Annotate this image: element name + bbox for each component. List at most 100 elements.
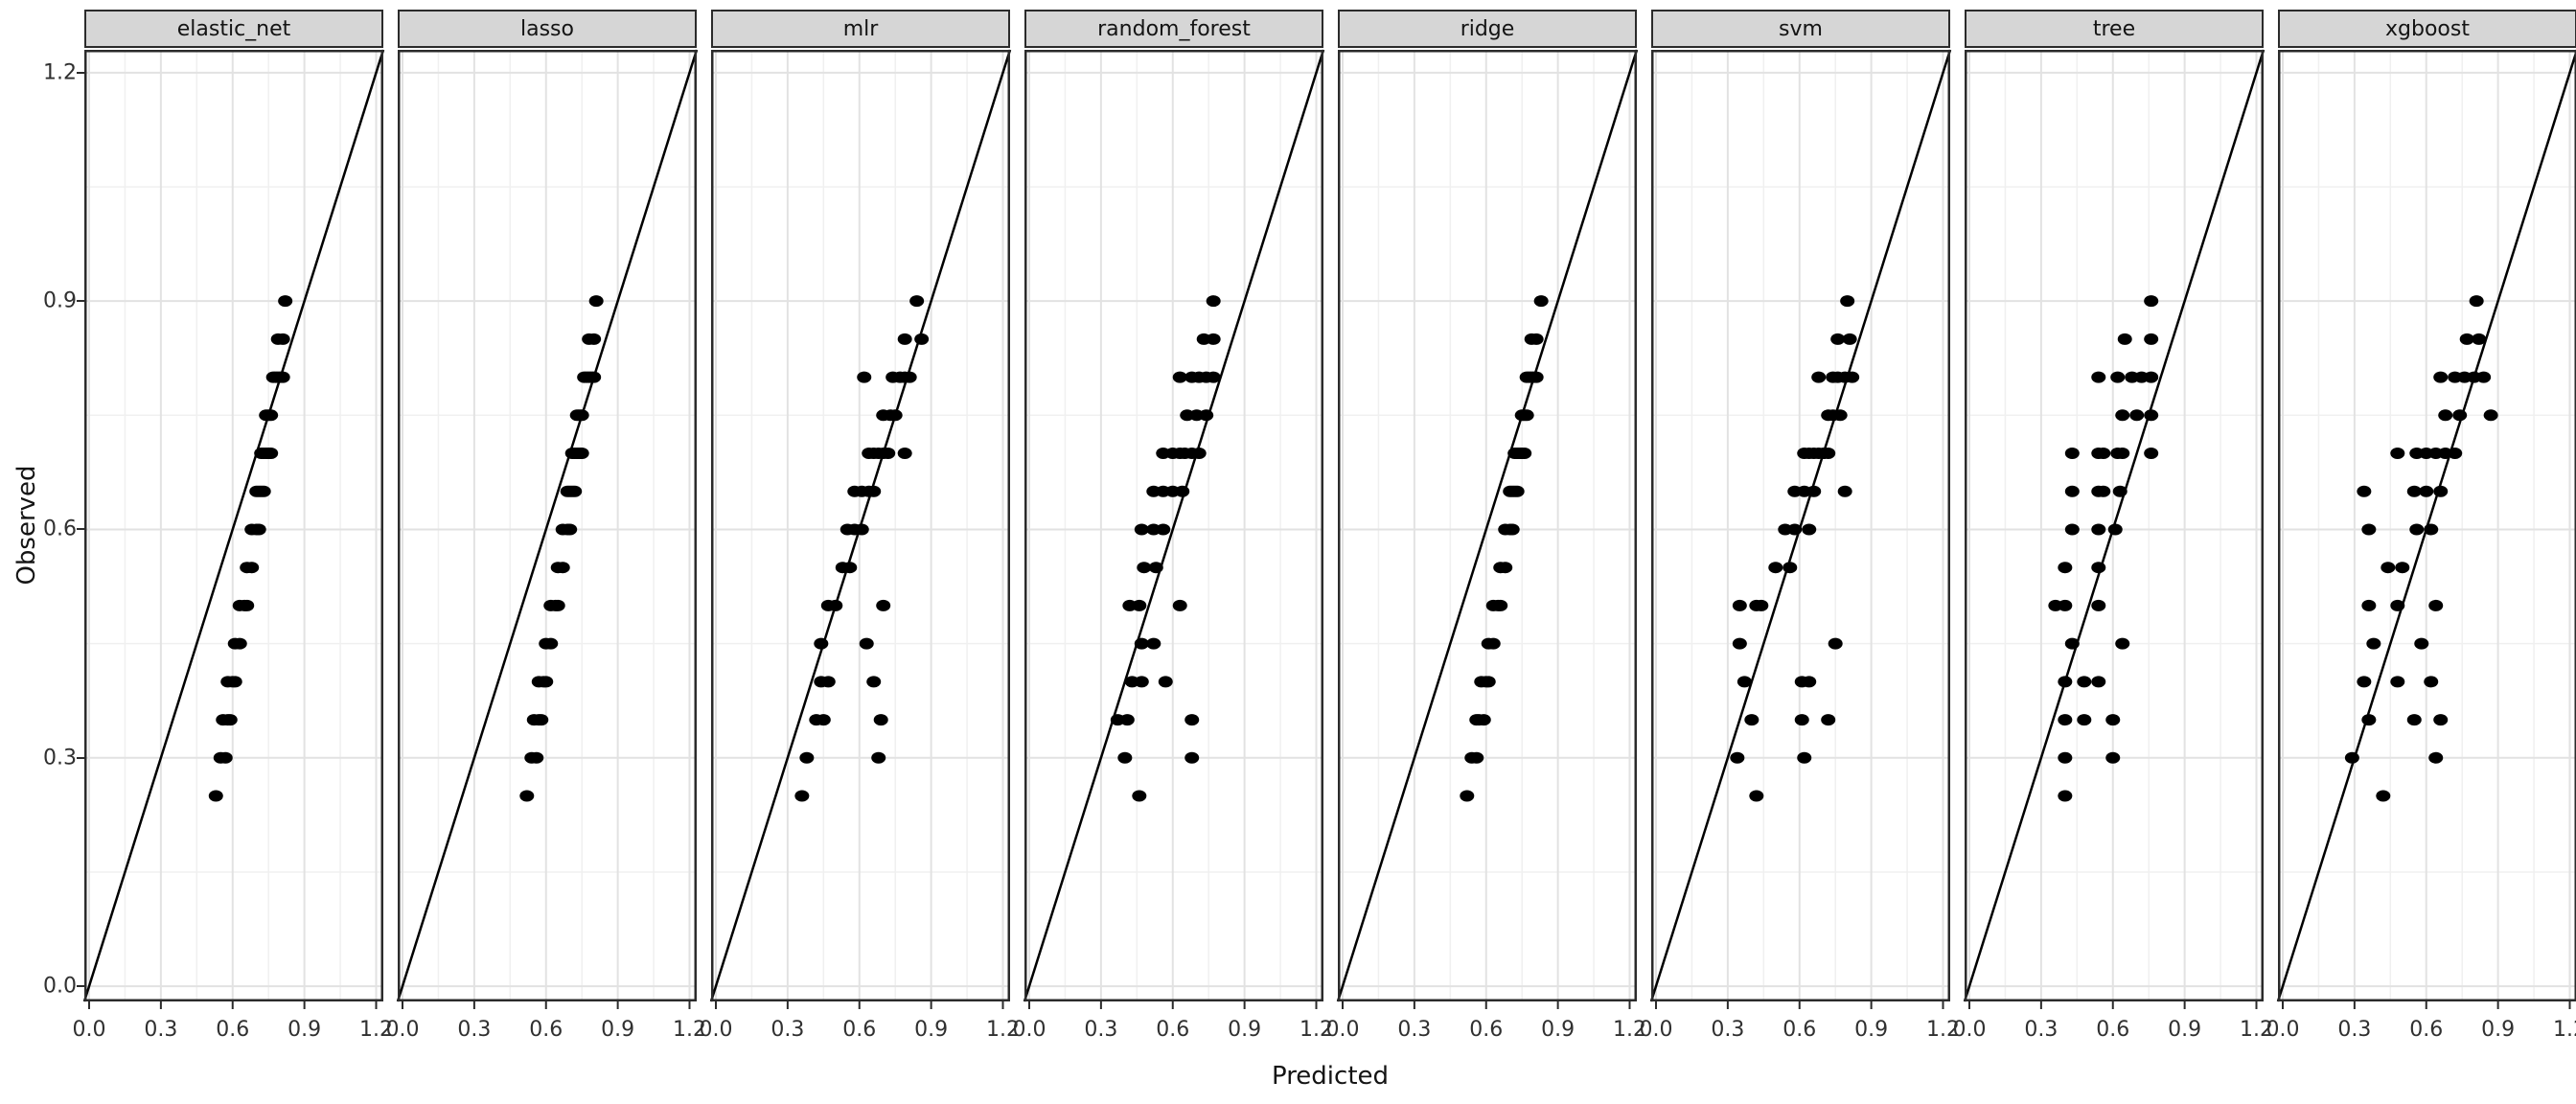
facet-strip-lasso: lasso bbox=[398, 10, 697, 48]
y-tick-mark bbox=[77, 528, 84, 531]
x-tick-label: 0.3 bbox=[770, 1018, 805, 1042]
data-point bbox=[1842, 333, 1857, 345]
data-point bbox=[2096, 448, 2111, 460]
data-point bbox=[555, 562, 570, 574]
data-point bbox=[2115, 637, 2130, 650]
data-point bbox=[820, 676, 836, 688]
data-point bbox=[857, 371, 872, 383]
x-tick-label: 0.3 bbox=[144, 1018, 178, 1042]
data-point bbox=[814, 637, 829, 650]
data-point bbox=[1821, 714, 1836, 726]
facet-strip-mlr: mlr bbox=[711, 10, 1010, 48]
y-tick-mark bbox=[77, 300, 84, 303]
data-point bbox=[1787, 523, 1803, 536]
data-point bbox=[1830, 333, 1846, 345]
identity-line bbox=[1336, 49, 1639, 1002]
facet-strip-label: tree bbox=[2092, 16, 2136, 41]
data-point bbox=[2424, 676, 2439, 688]
x-tick-label: 0.0 bbox=[385, 1018, 420, 1042]
data-point bbox=[1156, 523, 1171, 536]
data-point bbox=[2390, 676, 2405, 688]
data-point bbox=[519, 790, 535, 802]
facet-strip-label: xgboost bbox=[2385, 16, 2470, 41]
data-point bbox=[897, 448, 912, 460]
identity-line bbox=[1649, 49, 1952, 1002]
data-point bbox=[2091, 371, 2106, 383]
data-point bbox=[2091, 599, 2106, 611]
data-point bbox=[2064, 448, 2080, 460]
data-point bbox=[2344, 751, 2359, 764]
data-point bbox=[543, 637, 559, 650]
data-point bbox=[1529, 371, 1544, 383]
y-tick-label: 0.9 bbox=[43, 288, 77, 313]
data-point bbox=[2077, 714, 2092, 726]
facet-strip-random_forest: random_forest bbox=[1024, 10, 1323, 48]
x-tick-label: 0.3 bbox=[1084, 1018, 1118, 1042]
data-point bbox=[244, 562, 260, 574]
data-point bbox=[2409, 523, 2425, 536]
data-point bbox=[828, 599, 843, 611]
data-point bbox=[1119, 714, 1135, 726]
data-point bbox=[866, 676, 882, 688]
facet-strip-label: mlr bbox=[842, 16, 879, 41]
data-point bbox=[2058, 676, 2073, 688]
x-tick-label: 0.3 bbox=[2024, 1018, 2058, 1042]
y-tick-label: 0.0 bbox=[43, 974, 77, 999]
data-point bbox=[1519, 409, 1534, 422]
data-point bbox=[1832, 409, 1848, 422]
data-point bbox=[1134, 523, 1149, 536]
data-point bbox=[232, 637, 247, 650]
data-point bbox=[2472, 333, 2487, 345]
data-point bbox=[1481, 676, 1496, 688]
x-tick-label: 1.2 bbox=[673, 1018, 706, 1042]
data-point bbox=[887, 409, 903, 422]
panel-border bbox=[398, 50, 697, 1001]
x-tick-label: 0.6 bbox=[529, 1018, 564, 1042]
data-point bbox=[588, 295, 604, 308]
data-point bbox=[2361, 523, 2377, 536]
data-point bbox=[586, 371, 602, 383]
x-tick-label: 1.2 bbox=[2553, 1018, 2576, 1042]
data-point bbox=[2419, 485, 2434, 497]
data-point bbox=[1811, 371, 1827, 383]
data-point bbox=[1732, 599, 1747, 611]
data-point bbox=[1137, 562, 1152, 574]
data-point bbox=[914, 333, 930, 345]
data-point bbox=[1744, 714, 1760, 726]
data-point bbox=[2058, 562, 2073, 574]
y-tick-label: 0.6 bbox=[43, 517, 77, 541]
data-point bbox=[1460, 790, 1475, 802]
data-point bbox=[275, 333, 290, 345]
y-tick-label: 1.2 bbox=[43, 60, 77, 85]
data-point bbox=[2144, 333, 2159, 345]
data-point bbox=[2476, 371, 2492, 383]
identity-line bbox=[82, 49, 385, 1002]
data-point bbox=[240, 599, 255, 611]
data-point bbox=[2406, 714, 2422, 726]
data-point bbox=[2452, 409, 2468, 422]
y-tick-mark bbox=[77, 71, 84, 74]
data-point bbox=[1529, 333, 1544, 345]
data-point bbox=[2428, 599, 2444, 611]
facet-strip-xgboost: xgboost bbox=[2278, 10, 2576, 48]
data-point bbox=[854, 523, 869, 536]
data-point bbox=[208, 790, 223, 802]
data-point bbox=[873, 714, 888, 726]
x-tick-label: 1.2 bbox=[1300, 1018, 1333, 1042]
data-point bbox=[1206, 333, 1221, 345]
data-point bbox=[567, 485, 583, 497]
data-point bbox=[1184, 714, 1200, 726]
data-point bbox=[799, 751, 815, 764]
x-tick-label: 0.0 bbox=[72, 1018, 106, 1042]
data-point bbox=[897, 333, 912, 345]
data-point bbox=[1117, 751, 1133, 764]
x-tick-label: 0.9 bbox=[1541, 1018, 1576, 1042]
x-tick-label: 0.9 bbox=[2168, 1018, 2202, 1042]
data-point bbox=[2144, 448, 2159, 460]
data-point bbox=[881, 448, 896, 460]
x-tick-label: 0.0 bbox=[2266, 1018, 2300, 1042]
data-point bbox=[2361, 599, 2377, 611]
data-point bbox=[1134, 637, 1149, 650]
data-point bbox=[1802, 676, 1817, 688]
data-point bbox=[2414, 637, 2429, 650]
